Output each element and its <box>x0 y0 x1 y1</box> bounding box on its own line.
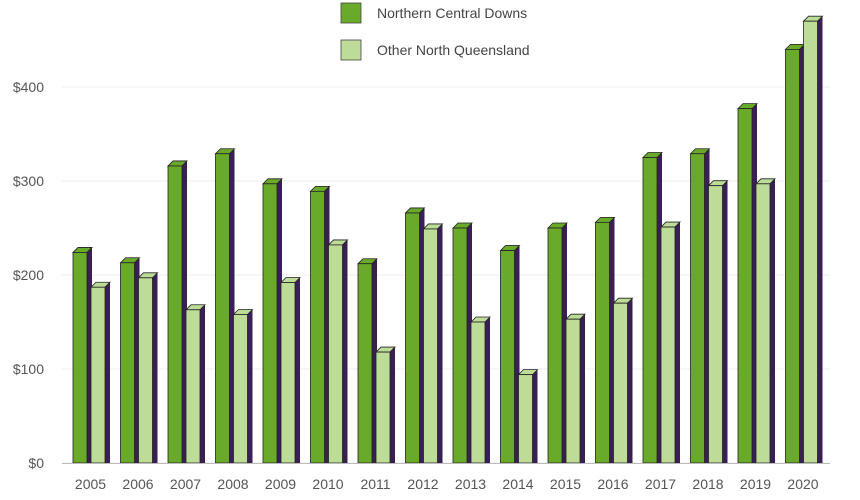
bar-northern-central-downs-2006 <box>119 257 141 464</box>
legend: Northern Central Downs Other North Queens… <box>340 2 530 61</box>
y-tick-label: $400 <box>13 79 44 95</box>
bar-northern-central-downs-2008 <box>214 148 236 464</box>
legend-label: Other North Queensland <box>377 42 530 58</box>
bars <box>72 15 824 464</box>
y-tick-label: $0 <box>28 455 44 471</box>
bar-northern-central-downs-2018 <box>689 148 711 464</box>
bar-northern-central-downs-2010 <box>309 185 331 464</box>
legend-label: Northern Central Downs <box>377 5 527 21</box>
bar-other-north-queensland-2011 <box>375 346 396 464</box>
bar-other-north-queensland-2014 <box>517 369 539 464</box>
bar-other-north-queensland-2012 <box>422 223 444 464</box>
x-tick-label: 2015 <box>550 476 581 492</box>
bar-other-north-queensland-2009 <box>280 277 301 464</box>
x-tick-label: 2017 <box>645 476 676 492</box>
x-tick-label: 2016 <box>597 476 628 492</box>
legend-item-northern-central-downs: Northern Central Downs <box>340 2 527 24</box>
bar-other-north-queensland-2019 <box>755 178 776 464</box>
x-tick-label: 2018 <box>692 476 723 492</box>
bar-northern-central-downs-2007 <box>167 160 188 464</box>
bar-northern-central-downs-2009 <box>262 178 283 464</box>
bar-northern-central-downs-2019 <box>737 103 758 464</box>
legend-item-other-north-queensland: Other North Queensland <box>340 39 530 61</box>
bar-other-north-queensland-2008 <box>232 309 254 464</box>
y-tick-label: $200 <box>13 267 44 283</box>
bar-other-north-queensland-2020 <box>802 15 824 464</box>
y-tick-label: $300 <box>13 173 44 189</box>
x-tick-label: 2007 <box>170 476 201 492</box>
bar-other-north-queensland-2016 <box>612 297 634 464</box>
bar-other-north-queensland-2015 <box>565 313 586 464</box>
bar-other-north-queensland-2018 <box>707 180 729 464</box>
x-tick-label: 2011 <box>360 476 390 492</box>
bar-other-north-queensland-2010 <box>327 239 349 464</box>
x-tick-label: 2020 <box>787 476 818 492</box>
y-tick-label: $100 <box>13 361 44 377</box>
x-tick-label: 2006 <box>122 476 153 492</box>
x-tick-label: 2009 <box>265 476 296 492</box>
legend-swatch <box>340 2 362 24</box>
x-tick-label: 2012 <box>407 476 438 492</box>
y-axis: $0 $100 $200 $300 $400 <box>13 79 44 471</box>
legend-swatch <box>340 39 362 61</box>
bar-other-north-queensland-2013 <box>470 316 491 464</box>
bar-northern-central-downs-2012 <box>404 207 426 464</box>
bar-northern-central-downs-2016 <box>594 216 616 464</box>
bar-northern-central-downs-2013 <box>452 222 473 464</box>
x-tick-label: 2005 <box>75 476 106 492</box>
bar-other-north-queensland-2017 <box>660 221 681 464</box>
bar-northern-central-downs-2011 <box>357 258 378 464</box>
bar-other-north-queensland-2005 <box>90 281 111 464</box>
bar-northern-central-downs-2017 <box>642 152 663 464</box>
bar-other-north-queensland-2007 <box>185 304 206 464</box>
x-tick-label: 2014 <box>502 476 533 492</box>
bar-northern-central-downs-2005 <box>72 247 93 464</box>
x-tick-label: 2010 <box>312 476 343 492</box>
x-tick-label: 2013 <box>455 476 486 492</box>
x-tick-label: 2019 <box>740 476 771 492</box>
bar-northern-central-downs-2014 <box>499 245 521 464</box>
bar-other-north-queensland-2006 <box>137 272 159 464</box>
x-axis: 2005 2006 2007 2008 2009 2010 2011 2012 2013 2014… <box>62 463 830 492</box>
bar-northern-central-downs-2015 <box>547 222 568 464</box>
bar-northern-central-downs-2020 <box>784 44 806 464</box>
x-tick-label: 2008 <box>217 476 248 492</box>
